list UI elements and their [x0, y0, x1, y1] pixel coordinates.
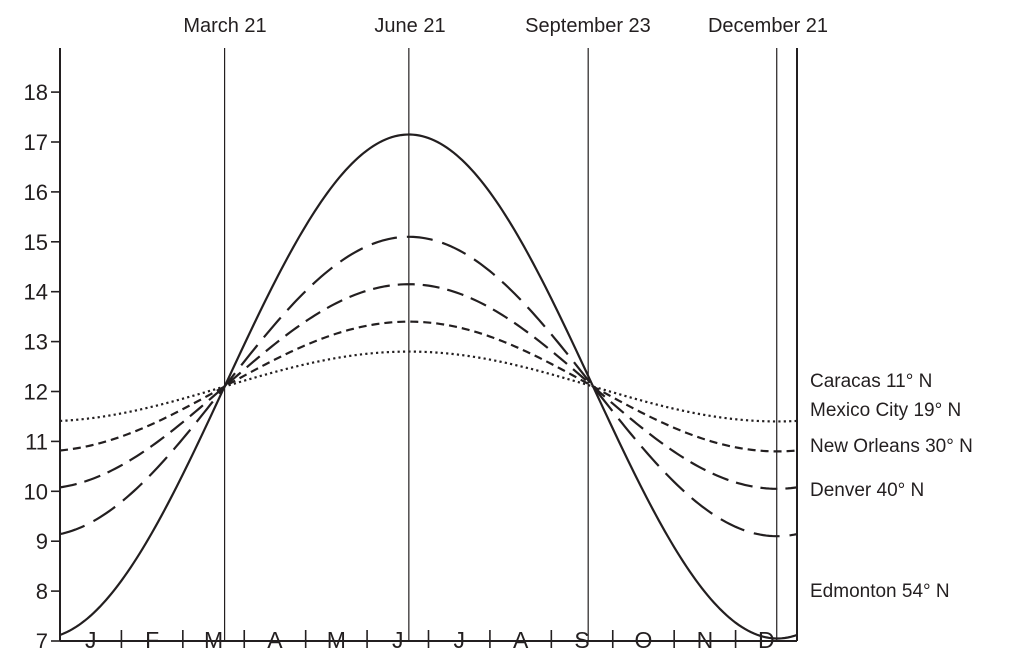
y-tick-label: 14 — [24, 280, 48, 305]
series-curves — [59, 133, 798, 640]
series-label: Caracas 11° N — [810, 371, 932, 392]
series-label: New Orleans 30° N — [810, 436, 973, 457]
month-label: S — [574, 627, 589, 648]
month-label: M — [204, 627, 223, 648]
series-curve — [59, 320, 798, 453]
y-tick-label: 10 — [24, 479, 48, 504]
month-label: J — [392, 627, 404, 648]
date-marker-label: June 21 — [374, 15, 445, 37]
series-curve — [59, 133, 798, 640]
y-tick-label: 18 — [24, 80, 48, 105]
month-label: F — [145, 627, 159, 648]
month-label: A — [267, 627, 283, 648]
month-label: N — [697, 627, 714, 648]
date-marker-label: December 21 — [708, 15, 828, 37]
y-tick-label: 17 — [24, 130, 48, 155]
y-tick-label: 16 — [24, 180, 48, 205]
series-curve — [59, 235, 798, 538]
y-tick-label: 9 — [36, 529, 48, 554]
date-marker-label: March 21 — [183, 15, 266, 37]
series-curve — [59, 283, 798, 490]
y-tick-label: 15 — [24, 230, 48, 255]
series-curve — [59, 350, 798, 423]
y-tick-label: 13 — [24, 330, 48, 355]
y-tick-label: 11 — [25, 429, 48, 454]
series-label: Edmonton 54° N — [810, 581, 950, 602]
y-tick-label: 8 — [36, 579, 48, 604]
month-label: J — [85, 627, 97, 648]
month-label: D — [758, 627, 775, 648]
series-label: Mexico City 19° N — [810, 400, 961, 421]
series-labels: Caracas 11° N Mexico City 19° N New Orlean… — [810, 371, 973, 602]
y-tick-label: 7 — [36, 629, 48, 648]
series-label: Denver 40° N — [810, 480, 924, 501]
month-label: O — [635, 627, 653, 648]
y-tick-label: 12 — [24, 380, 48, 405]
date-marker-label: September 23 — [525, 15, 651, 37]
y-axis-ticks: 7 8 9 10 11 12 13 14 15 16 17 18 — [24, 80, 60, 648]
month-label: A — [513, 627, 529, 648]
month-label: J — [453, 627, 465, 648]
date-marker-labels: March 21 June 21 September 23 December 21 — [183, 15, 828, 37]
month-label: M — [327, 627, 346, 648]
date-marker-lines — [223, 48, 778, 641]
